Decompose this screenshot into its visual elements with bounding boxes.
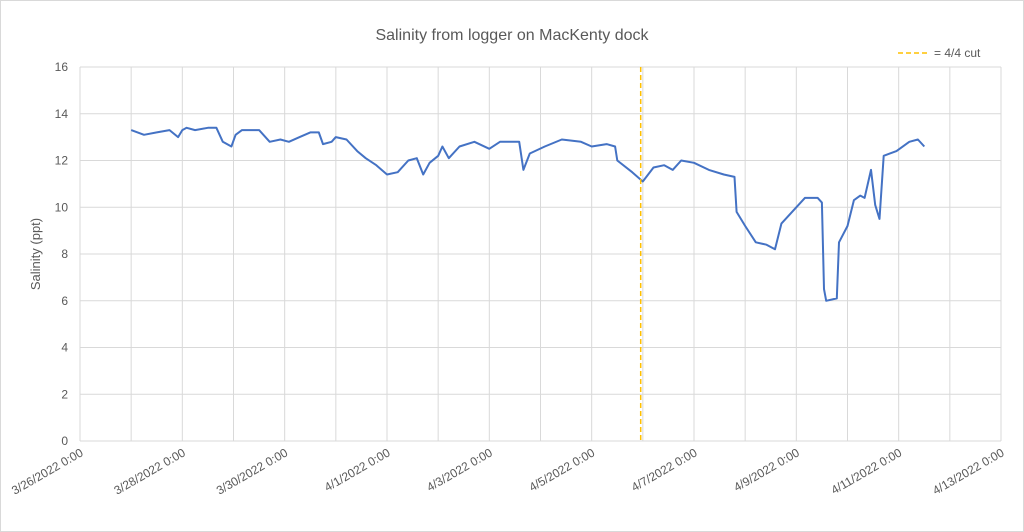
y-tick-label: 14 xyxy=(55,107,69,121)
legend-label: = 4/4 cut xyxy=(934,46,981,60)
y-tick-label: 8 xyxy=(61,247,68,261)
y-tick-label: 12 xyxy=(55,154,69,168)
y-tick-label: 10 xyxy=(55,200,69,214)
y-tick-label: 6 xyxy=(61,294,68,308)
y-axis-label: Salinity (ppt) xyxy=(28,218,43,290)
y-tick-label: 0 xyxy=(61,434,68,448)
y-tick-label: 2 xyxy=(61,387,68,401)
y-tick-label: 16 xyxy=(55,60,69,74)
y-tick-label: 4 xyxy=(61,341,68,355)
data-line xyxy=(130,126,926,302)
chart-title: Salinity from logger on MacKenty dock xyxy=(375,27,649,44)
